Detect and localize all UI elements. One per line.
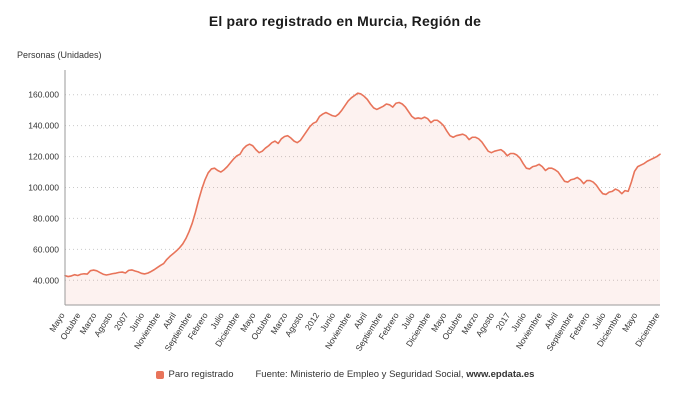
unemployment-area-chart: 40.000 60.000 80.000 100.000 120.000 140.000 1… xyxy=(28,70,662,353)
source-text: Fuente: Ministerio de Empleo y Seguridad… xyxy=(255,369,534,380)
legend-label: Paro registrado xyxy=(168,369,234,380)
svg-text:160.000: 160.000 xyxy=(28,90,59,100)
y-axis-title: Personas (Unidades) xyxy=(17,50,102,60)
svg-text:40.000: 40.000 xyxy=(33,275,59,285)
chart-title: El paro registrado en Murcia, Región de xyxy=(208,13,482,29)
svg-text:Mayo: Mayo xyxy=(620,311,640,334)
svg-text:120.000: 120.000 xyxy=(28,152,59,162)
legend-swatch xyxy=(155,370,164,379)
legend-item-paro-registrado[interactable]: Paro registrado xyxy=(155,369,234,380)
svg-text:60.000: 60.000 xyxy=(33,244,59,254)
svg-text:80.000: 80.000 xyxy=(33,213,59,223)
svg-text:100.000: 100.000 xyxy=(28,183,59,193)
source-site-link[interactable]: www.epdata.es xyxy=(466,369,535,380)
source-prefix: Fuente: Ministerio de Empleo y Seguridad… xyxy=(255,369,467,380)
svg-text:140.000: 140.000 xyxy=(28,121,59,131)
chart-footer: Paro registrado Fuente: Ministerio de Em… xyxy=(0,369,690,380)
